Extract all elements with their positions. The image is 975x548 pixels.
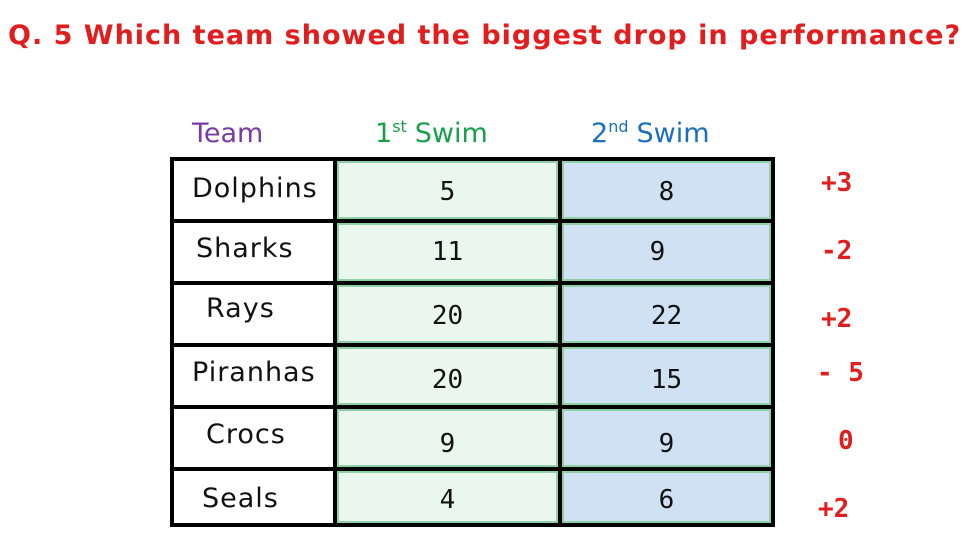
swim2-value: 6	[658, 485, 675, 515]
team-name: Sharks	[196, 233, 294, 264]
swim2-cell: 9	[562, 409, 771, 467]
table-row: Sharks 11 9	[174, 223, 771, 281]
swim1-cell: 20	[337, 347, 558, 405]
team-cell: Seals	[174, 471, 333, 523]
table-row: Seals 4 6	[174, 471, 771, 523]
difference-annotation: +2	[821, 304, 853, 334]
results-table: Dolphins 5 8 Sharks 11 9 Rays 20 22 Pira…	[170, 157, 775, 527]
second-swim-column-header: 2nd Swim	[591, 117, 710, 149]
team-cell: Sharks	[174, 223, 333, 281]
first-swim-word: Swim	[414, 118, 488, 149]
difference-annotation: +2	[818, 494, 850, 524]
team-name: Rays	[206, 293, 275, 324]
swim1-value: 4	[439, 485, 456, 515]
difference-annotation: +3	[821, 168, 853, 198]
difference-annotation: 0	[838, 426, 854, 456]
swim1-value: 9	[439, 429, 456, 459]
table-row: Piranhas 20 15	[174, 347, 771, 405]
swim1-cell: 9	[337, 409, 558, 467]
first-swim-column-header: 1st Swim	[375, 117, 488, 149]
swim1-value: 20	[431, 301, 464, 331]
team-cell: Rays	[174, 285, 333, 343]
team-name: Dolphins	[192, 173, 318, 204]
difference-annotation: - 5	[817, 358, 864, 388]
second-swim-word: Swim	[636, 118, 710, 149]
swim1-value: 20	[431, 365, 464, 395]
swim2-cell: 22	[562, 285, 771, 343]
swim2-cell: 15	[562, 347, 771, 405]
swim1-cell: 20	[337, 285, 558, 343]
table-row: Rays 20 22	[174, 285, 771, 343]
team-cell: Piranhas	[174, 347, 333, 405]
swim1-cell: 11	[337, 223, 558, 281]
swim2-value: 9	[658, 429, 675, 459]
swim2-value: 8	[658, 177, 675, 207]
second-swim-ordinal: nd	[608, 117, 629, 136]
second-swim-number: 2	[591, 118, 609, 149]
team-cell: Dolphins	[174, 161, 333, 219]
difference-annotation: -2	[821, 236, 853, 266]
first-swim-ordinal: st	[392, 117, 407, 136]
table-row: Crocs 9 9	[174, 409, 771, 467]
swim1-value: 5	[439, 177, 456, 207]
swim2-cell: 8	[562, 161, 771, 219]
team-column-header: Team	[192, 118, 264, 149]
team-cell: Crocs	[174, 409, 333, 467]
swim2-cell: 6	[562, 471, 771, 523]
team-name: Crocs	[206, 419, 286, 450]
first-swim-number: 1	[375, 118, 393, 149]
swim1-value: 11	[431, 237, 464, 267]
swim2-value: 9	[649, 237, 666, 267]
question-text: Q. 5 Which team showed the biggest drop …	[8, 20, 962, 51]
team-name: Piranhas	[192, 357, 316, 388]
swim2-value: 22	[650, 301, 683, 331]
swim1-cell: 4	[337, 471, 558, 523]
team-name: Seals	[202, 483, 279, 514]
swim1-cell: 5	[337, 161, 558, 219]
table-row: Dolphins 5 8	[174, 161, 771, 219]
swim2-cell: 9	[562, 223, 771, 281]
swim2-value: 15	[650, 365, 683, 395]
